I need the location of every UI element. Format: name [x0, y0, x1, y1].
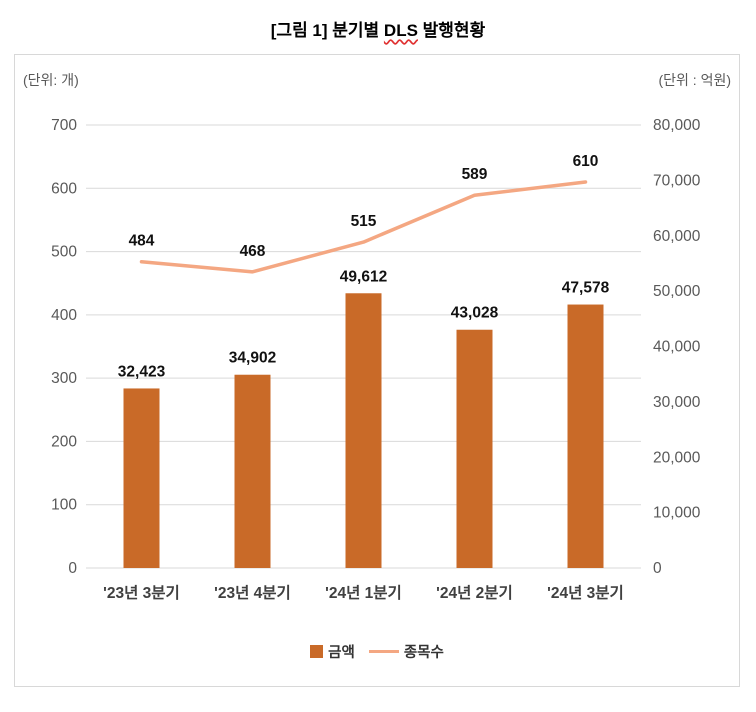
right-axis-tick-label: 80,000 [653, 117, 701, 134]
category-label: '24년 3분기 [547, 583, 624, 602]
right-axis-tick-label: 50,000 [653, 283, 701, 300]
count-value-label: 589 [462, 166, 488, 183]
amount-value-label: 32,423 [118, 363, 166, 380]
amount-value-label: 49,612 [340, 268, 387, 285]
count-value-label: 515 [351, 213, 377, 230]
left-axis-tick-label: 0 [68, 560, 77, 577]
legend-item-amount: 금액 [310, 641, 355, 662]
chart-container: (단위: 개) (단위 : 억원) 0 100 200 300 400 500 600 700 0 1… [14, 54, 740, 687]
category-label: '24년 2분기 [436, 583, 513, 602]
right-axis-tick-label: 20,000 [653, 449, 701, 466]
category-label: '23년 4분기 [214, 583, 291, 602]
left-axis-unit-label: (단위: 개) [23, 72, 79, 88]
legend-count-label: 종목수 [403, 645, 444, 661]
amount-value-label: 43,028 [451, 305, 499, 322]
page: [그림 1] 분기별 DLS 발행현황 (단위: 개) (단위 : 억원) 0 100… [0, 16, 756, 687]
right-axis-tick-label: 10,000 [653, 505, 701, 522]
count-line [139, 180, 588, 274]
left-axis-tick-label: 200 [51, 433, 77, 450]
right-axis-unit-label: (단위 : 억원) [658, 72, 731, 88]
amount-value-label: 47,578 [562, 280, 610, 297]
amount-bar [456, 329, 493, 568]
legend-amount-label: 금액 [328, 645, 355, 661]
count-line-swatch-icon [368, 650, 399, 653]
category-label: '23년 3분기 [103, 583, 180, 602]
left-axis-tick-label: 700 [51, 117, 77, 134]
count-value-label: 468 [240, 243, 266, 260]
amount-bar [234, 374, 271, 568]
left-axis-tick-label: 400 [51, 307, 77, 324]
left-axis-tick-label: 100 [51, 497, 77, 514]
left-axis-tick-label: 600 [51, 180, 77, 197]
legend: 금액 종목수 [15, 641, 739, 662]
category-label: '24년 1분기 [325, 583, 402, 602]
right-axis-tick-label: 60,000 [653, 228, 701, 245]
title-prefix: [그림 1] 분기별 [270, 21, 384, 40]
amount-bar-swatch-icon [310, 645, 324, 658]
amount-bar [345, 293, 382, 568]
amount-bar [567, 304, 604, 568]
amount-bar [123, 388, 160, 568]
amount-value-label: 34,902 [229, 350, 276, 367]
count-value-label: 610 [573, 153, 599, 170]
left-axis-tick-label: 500 [51, 244, 77, 261]
count-value-label: 484 [129, 233, 155, 250]
right-axis-tick-label: 40,000 [653, 339, 701, 356]
right-axis-tick-label: 70,000 [653, 172, 701, 189]
right-axis-tick-label: 30,000 [653, 394, 701, 411]
right-axis-tick-label: 0 [653, 560, 662, 577]
page-title: [그림 1] 분기별 DLS 발행현황 [0, 16, 756, 41]
legend-item-count: 종목수 [368, 641, 444, 662]
combo-chart: (단위: 개) (단위 : 억원) 0 100 200 300 400 500 600 700 0 1… [23, 72, 731, 602]
left-axis-tick-label: 300 [51, 370, 77, 387]
title-suffix: 발행현황 [417, 21, 486, 40]
title-highlight-dls: DLS [383, 21, 418, 40]
